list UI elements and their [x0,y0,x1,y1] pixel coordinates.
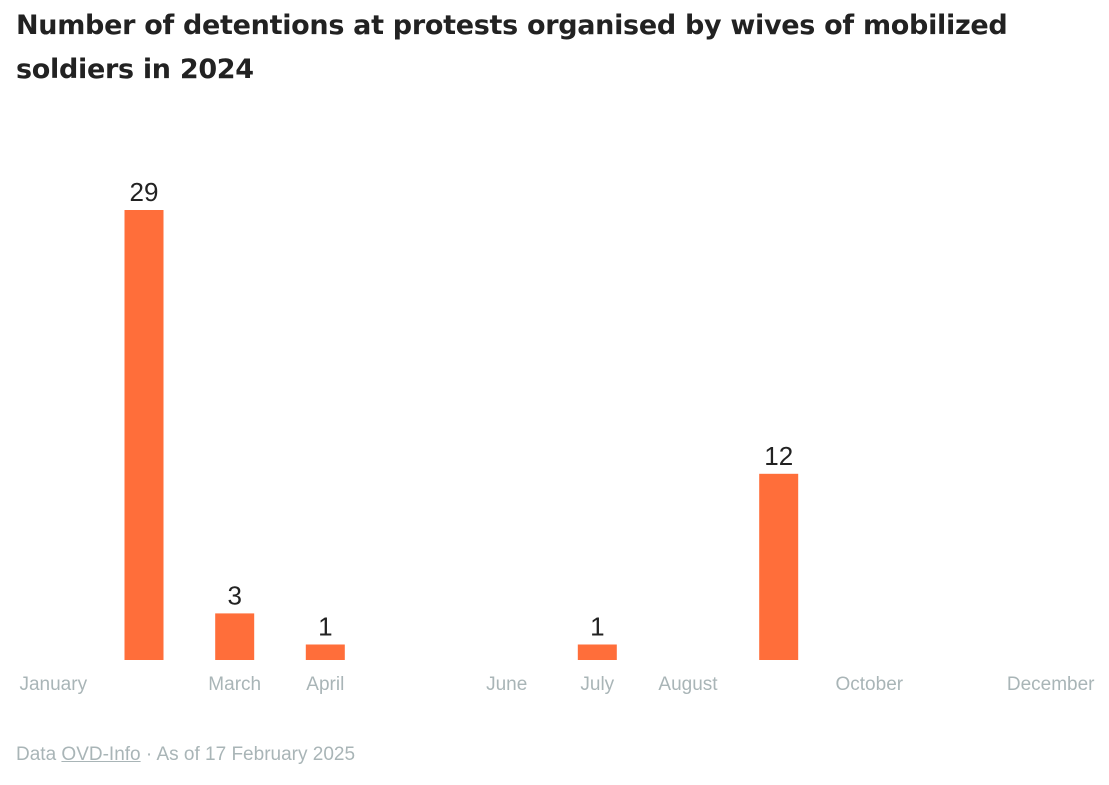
value-label-july: 1 [590,612,604,642]
source-prefix: Data [16,744,57,765]
bar-chart: January 29 3 March 1 April June 1 July August 12 Oc… [19,177,1095,695]
bar-april [305,644,345,660]
source-note: Data OVD-Info · As of 17 February 2025 [16,744,355,766]
tick-label-october: October [836,674,904,695]
value-label-february: 29 [130,177,159,207]
tick-label-july: July [580,674,614,695]
tick-label-april: April [306,674,344,695]
bar-february [124,210,164,660]
bar-september [759,473,799,660]
value-label-september: 12 [764,441,793,471]
tick-label-august: August [658,674,718,695]
value-label-april: 1 [318,612,332,642]
chart-title: Number of detentions at protests organis… [16,10,1008,85]
source-link[interactable]: OVD-Info [61,744,141,765]
bar-march [215,613,255,660]
tick-label-january: January [19,674,87,695]
source-suffix: · As of 17 February 2025 [145,744,356,765]
value-label-march: 3 [227,580,241,610]
bar-july [577,644,617,660]
tick-label-december: December [1007,674,1095,695]
tick-label-june: June [486,674,527,695]
tick-label-march: March [208,674,261,695]
